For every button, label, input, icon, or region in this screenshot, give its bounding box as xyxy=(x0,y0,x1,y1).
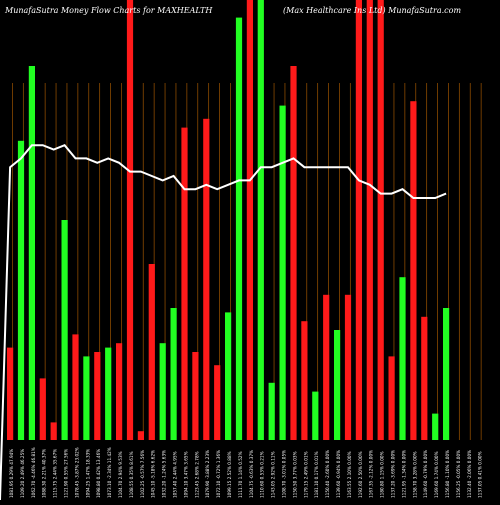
x-axis-label: 1073.10 -2.34% 11.42% xyxy=(107,447,112,498)
money-flow-bar xyxy=(137,431,144,440)
x-axis-label: 1149.60 -0.79% 0.00% xyxy=(423,450,428,498)
money-flow-bar xyxy=(105,347,112,440)
x-axis-label: 1072.10 -0.72% 1.36% xyxy=(216,450,221,498)
x-axis-label: 1123.45 2.68% 2.78% xyxy=(194,451,199,498)
chart-header: MunafaSutra Money Flow Charts for MAXHEA… xyxy=(0,4,500,22)
money-flow-bar xyxy=(432,413,439,440)
chart-subtitle: (Max Healthcare Ins Ltd) MunafaSutra.com xyxy=(283,6,462,15)
money-flow-bar xyxy=(17,140,25,441)
money-flow-bar xyxy=(290,66,297,440)
x-axis-label: 1078.45 -3.87% 23.02% xyxy=(74,447,79,498)
x-axis-label: 1081.95 0.29% 47.94% xyxy=(9,449,14,498)
x-axis-label: 1057.40 2.44% 4.95% xyxy=(173,451,178,498)
x-axis-label: 1169.60 1.74% 0.00% xyxy=(434,451,439,498)
x-axis-label: 1156.80 -1.10% 0.00% xyxy=(445,450,450,498)
x-axis-label: 1102.25 -0.57% 7.56% xyxy=(140,450,145,498)
money-flow-bar xyxy=(214,365,221,440)
money-flow-bar xyxy=(344,294,352,440)
money-flow-bar xyxy=(61,220,68,440)
money-flow-bar xyxy=(399,277,406,440)
x-axis-label: 1104.75 -0.63% 0.37% xyxy=(249,450,254,498)
money-flow-bar xyxy=(72,334,79,440)
x-axis-labels: 1081.95 0.29% 47.94% 1109.20 2.49% 46.25%… xyxy=(9,447,483,498)
x-axis-label: 1115.75 2.44% 35.67% xyxy=(53,449,58,498)
money-flow-bar xyxy=(410,101,417,440)
money-flow-bar xyxy=(257,0,264,440)
money-flow-bar xyxy=(225,312,232,440)
x-axis-label: 1137.05 0.41% 0.00% xyxy=(478,451,483,498)
money-flow-bar xyxy=(50,422,57,440)
money-flow-bar xyxy=(170,308,177,440)
x-axis-label: 1094.10 3.47% 3.65% xyxy=(183,451,188,498)
x-axis-label: 1181.10 0.17% 0.01% xyxy=(314,451,319,498)
chart-title: MunafaSutra Money Flow Charts for MAXHEA… xyxy=(5,6,213,15)
x-axis-label: 1108.70 -3.01% 0.05% xyxy=(282,450,287,498)
x-axis-label: 1109.20 2.49% 46.25% xyxy=(20,449,25,498)
x-axis-label: 1137.20 -3.69% 0.00% xyxy=(391,450,396,498)
money-flow-bar xyxy=(246,0,253,440)
money-flow-bar xyxy=(312,391,319,440)
x-axis-label: 1079.90 -3.88% 2.23% xyxy=(205,450,210,498)
money-flow-bar xyxy=(443,308,450,440)
x-axis-label: 1156.25 -0.05% 0.00% xyxy=(456,450,461,498)
money-flow-bar xyxy=(235,17,243,440)
money-flow-bar xyxy=(148,264,155,440)
money-flow-bar xyxy=(192,352,199,440)
x-axis-label: 1032.20 -1.24% 5.63% xyxy=(162,450,167,498)
money-flow-bar xyxy=(39,378,46,440)
money-flow-bar xyxy=(377,0,384,440)
x-axis-label: 1158.70 3.28% 0.00% xyxy=(412,451,417,498)
x-axis-label: 1111.70 1.14% 0.52% xyxy=(238,451,243,498)
money-flow-bar xyxy=(159,343,166,440)
money-flow-bar xyxy=(334,330,341,440)
money-flow-bar xyxy=(388,356,395,440)
money-flow-bar xyxy=(279,105,286,440)
price-line-path xyxy=(0,143,447,501)
money-flow-bar xyxy=(181,127,188,440)
money-flow-bar xyxy=(323,294,330,440)
x-axis-label: 1088.30 2.21% 40.37% xyxy=(42,449,47,498)
money-flow-bar xyxy=(116,343,123,440)
x-axis-label: 1150.40 -2.60% 0.00% xyxy=(325,450,330,498)
money-flow-bar xyxy=(94,352,101,440)
money-flow-bar xyxy=(126,0,134,440)
x-axis-label: 1045.10 -5.18% 6.62% xyxy=(151,450,156,498)
x-axis-label: 1098.80 0.42% 13.46% xyxy=(96,449,101,498)
money-flow-bar xyxy=(421,316,428,440)
x-axis-label: 1192.60 2.50% 0.00% xyxy=(358,451,363,498)
price-line xyxy=(0,143,447,501)
money-flow-bar xyxy=(366,0,373,440)
money-flow-bar xyxy=(28,66,35,440)
x-axis-label: 1104.70 2.94% 9.53% xyxy=(118,451,123,498)
x-axis-label: 1110.60 0.53% 0.21% xyxy=(260,451,265,498)
x-axis-label: 1139.60 -0.94% 0.00% xyxy=(336,450,341,498)
money-flow-bar xyxy=(355,0,362,440)
x-axis-label: 1094.25 1.47% 18.33% xyxy=(85,449,90,498)
x-axis-label: 1179.15 2.49% 0.01% xyxy=(303,451,308,498)
x-axis-label: 1143.05 2.92% 0.11% xyxy=(271,451,276,498)
money-flow-bars xyxy=(7,0,450,441)
x-axis-label: 1180.80 1.15% 0.00% xyxy=(380,451,385,498)
x-axis-label: 1099.15 2.52% 0.88% xyxy=(227,451,232,498)
money-flow-bar xyxy=(203,118,210,441)
money-flow-bar xyxy=(301,321,308,440)
money-flow-bar xyxy=(7,347,14,440)
x-axis-label: 1150.50 3.77% 0.03% xyxy=(292,451,297,498)
x-axis-label: 1132.40 -2.06% 0.00% xyxy=(467,450,472,498)
x-axis-label: 1108.55 0.35% 8.61% xyxy=(129,451,134,498)
x-axis-label: 1167.35 -2.12% 0.00% xyxy=(369,450,374,498)
money-flow-bar xyxy=(83,356,90,440)
x-axis-label: 1121.90 0.55% 27.56% xyxy=(64,449,69,498)
x-axis-label: 1163.55 2.10% 0.00% xyxy=(347,451,352,498)
x-axis-label: 1062.70 -4.46% 46.81% xyxy=(31,447,36,498)
x-axis-label: 1121.95 -1.34% 0.00% xyxy=(401,450,406,498)
money-flow-bar xyxy=(268,382,275,440)
